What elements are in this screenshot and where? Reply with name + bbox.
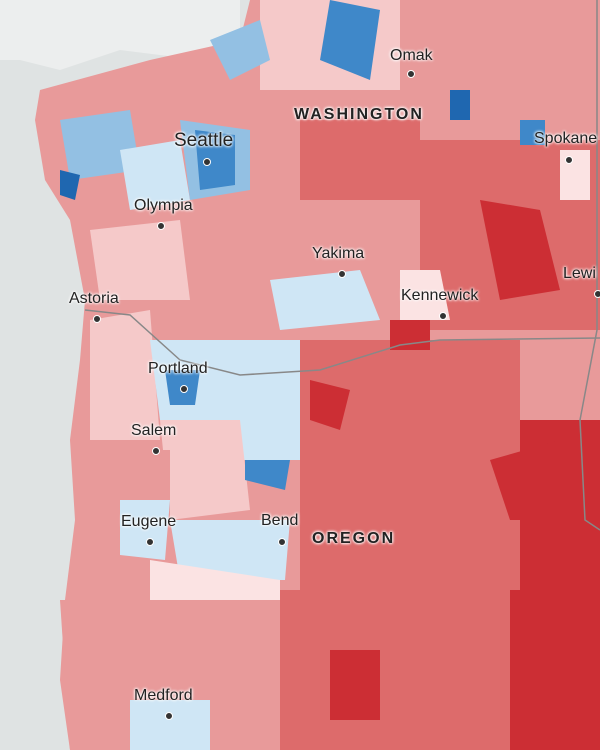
precinct-region — [480, 200, 560, 300]
city-dot-olympia — [157, 222, 165, 230]
precinct-region — [320, 0, 380, 80]
precinct-region — [130, 700, 210, 750]
city-label-medford: Medford — [134, 687, 193, 704]
city-label-bend: Bend — [261, 512, 299, 529]
precinct-region — [270, 270, 380, 330]
city-label-lewiston: Lewi — [563, 265, 596, 282]
precinct-region — [60, 170, 80, 200]
precinct-region — [300, 120, 420, 200]
city-dot-medford — [165, 712, 173, 720]
city-dot-kennewick — [439, 312, 447, 320]
state-label-washington: WASHINGTON — [294, 106, 424, 123]
city-label-salem: Salem — [131, 422, 177, 439]
precinct-region — [520, 340, 600, 420]
precinct-region — [450, 90, 470, 120]
precinct-region — [300, 340, 520, 590]
city-dot-astoria — [93, 315, 101, 323]
city-label-spokane: Spokane — [534, 130, 598, 147]
precinct-region — [60, 110, 140, 180]
precinct-region — [120, 140, 190, 210]
city-label-portland: Portland — [148, 360, 208, 377]
city-dot-omak — [407, 70, 415, 78]
precinct-region — [120, 500, 170, 560]
city-label-olympia: Olympia — [134, 197, 193, 214]
precinct-region — [160, 420, 250, 520]
precinct-region — [400, 20, 600, 140]
city-dot-eugene — [146, 538, 154, 546]
state-border-east — [579, 0, 600, 531]
state-label-oregon: OREGON — [312, 530, 396, 547]
precinct-region — [170, 520, 290, 580]
precinct-region — [210, 20, 270, 80]
city-label-yakima: Yakima — [312, 245, 365, 262]
precinct-region — [310, 380, 350, 430]
precinct-region — [280, 590, 510, 750]
precinct-region — [270, 200, 420, 280]
city-dot-yakima — [338, 270, 346, 278]
city-label-eugene: Eugene — [121, 513, 177, 530]
precinct-region — [60, 600, 280, 750]
city-dot-lewiston — [594, 290, 600, 298]
city-label-kennewick: Kennewick — [401, 287, 479, 304]
city-dot-seattle — [203, 158, 211, 166]
precinct-region — [490, 440, 580, 520]
city-dot-salem — [152, 447, 160, 455]
city-dot-spokane — [565, 156, 573, 164]
precinct-region — [90, 310, 160, 440]
precinct-region — [330, 650, 380, 720]
city-dot-portland — [180, 385, 188, 393]
city-label-seattle: Seattle — [174, 130, 234, 151]
city-label-astoria: Astoria — [69, 290, 119, 307]
precinct-region — [400, 270, 450, 320]
city-label-omak: Omak — [390, 47, 433, 64]
canada-land — [0, 0, 240, 70]
city-dot-bend — [278, 538, 286, 546]
precinct-region — [520, 120, 545, 145]
precinct-region — [245, 460, 290, 490]
precinct-region — [90, 220, 190, 300]
precinct-region — [240, 340, 300, 460]
precinct-region — [195, 130, 235, 190]
state-border — [84, 309, 600, 376]
precincts — [60, 0, 600, 750]
